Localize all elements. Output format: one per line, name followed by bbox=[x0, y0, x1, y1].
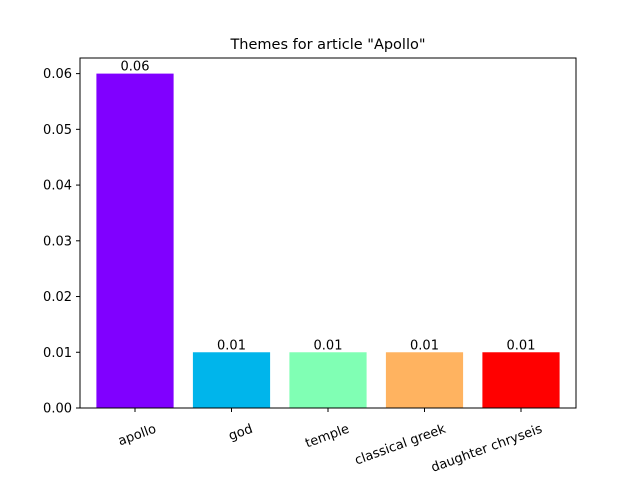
data-labels-group: 0.06 0.01 0.01 0.01 0.01 bbox=[121, 60, 536, 354]
y-tick-label: 0.00 bbox=[43, 402, 72, 417]
chart-title: Themes for article "Apollo" bbox=[229, 37, 425, 53]
y-tick-label: 0.05 bbox=[43, 123, 72, 138]
x-tick-label: daughter chryseis bbox=[429, 422, 544, 476]
bar-temple bbox=[289, 352, 367, 408]
bar-value-label: 0.01 bbox=[314, 338, 343, 353]
y-axis: 0.00 0.01 0.02 0.03 0.04 0.05 0.06 bbox=[43, 67, 80, 417]
bar-daughter-chryseis bbox=[482, 352, 560, 408]
bar-value-label: 0.01 bbox=[217, 338, 246, 353]
x-tick-label: god bbox=[227, 422, 255, 444]
bar-value-label: 0.01 bbox=[507, 338, 536, 353]
y-tick-label: 0.02 bbox=[43, 290, 72, 305]
plot-frame bbox=[79, 57, 577, 409]
y-tick-label: 0.03 bbox=[43, 234, 72, 249]
y-tick-label: 0.06 bbox=[43, 67, 72, 82]
bar-value-label: 0.06 bbox=[121, 60, 150, 75]
y-tick-label: 0.01 bbox=[43, 346, 72, 361]
bar-apollo bbox=[96, 73, 174, 408]
bar-value-label: 0.01 bbox=[410, 338, 439, 353]
bar-classical-greek bbox=[385, 352, 464, 408]
x-tick-label: temple bbox=[303, 422, 351, 452]
bars-group bbox=[96, 73, 560, 408]
bar-god bbox=[192, 352, 271, 408]
x-tick-label: apollo bbox=[116, 422, 158, 450]
y-tick-label: 0.04 bbox=[43, 179, 72, 194]
